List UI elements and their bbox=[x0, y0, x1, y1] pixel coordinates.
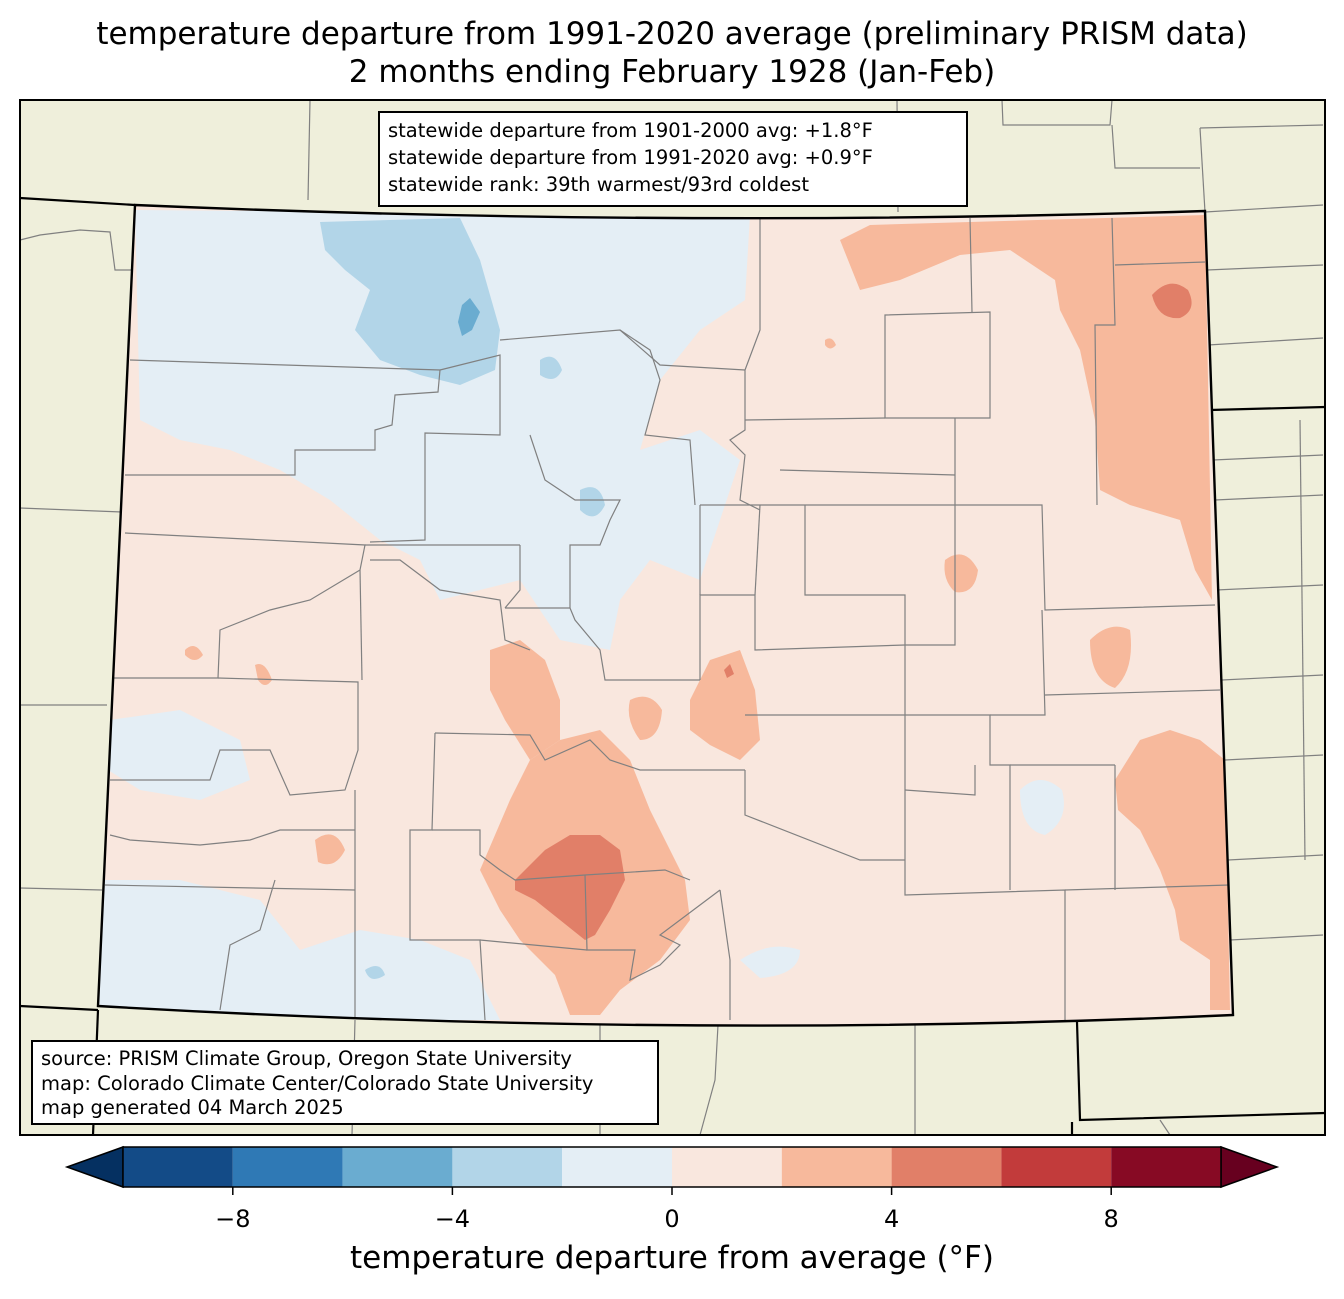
anomaly-area-warm-east bbox=[1090, 626, 1131, 688]
stats-departure-1991-2020: statewide departure from 1991-2020 avg: … bbox=[388, 146, 873, 169]
colorbar-bin-8 bbox=[1001, 1147, 1112, 1187]
colorbar-bin-0 bbox=[123, 1147, 233, 1187]
anomaly-area-cool-west bbox=[108, 710, 250, 800]
statewide-stats-box: statewide departure from 1901-2000 avg: … bbox=[378, 111, 968, 207]
colorbar-bin-7 bbox=[891, 1147, 1002, 1187]
colorbar-tick-label: −4 bbox=[434, 1205, 471, 1233]
anomaly-area-warm-small-3 bbox=[185, 646, 203, 660]
colorbar-bin-1 bbox=[232, 1147, 343, 1187]
map-title: temperature departure from 1991-2020 ave… bbox=[96, 16, 1248, 52]
colorbar-bin-4 bbox=[562, 1147, 672, 1187]
colorbar-extend-high bbox=[1220, 1145, 1280, 1189]
anomaly-area-warm-pueblo bbox=[690, 650, 760, 760]
colorbar bbox=[64, 1145, 1280, 1195]
anomaly-area-hot-small bbox=[724, 664, 734, 678]
map-frame bbox=[19, 99, 1326, 1136]
colorbar-tick-label: 0 bbox=[664, 1205, 680, 1233]
map-subtitle: 2 months ending February 1928 (Jan-Feb) bbox=[348, 54, 996, 90]
colorbar-bin-6 bbox=[781, 1147, 892, 1187]
anomaly-area-cool-southeast bbox=[1020, 780, 1064, 835]
temperature-anomaly-contours bbox=[98, 210, 1230, 1020]
anomaly-area-warm-central bbox=[490, 640, 560, 760]
credits-generated: map generated 04 March 2025 bbox=[41, 1096, 344, 1119]
anomaly-area-warm-small-1 bbox=[628, 696, 662, 740]
anomaly-area-warm-small-2 bbox=[315, 834, 345, 865]
colorado-state-border bbox=[96, 203, 1235, 1027]
credits-map: map: Colorado Climate Center/Colorado St… bbox=[41, 1071, 594, 1095]
anomaly-area-warm-northeast bbox=[840, 215, 1212, 600]
anomaly-area-hot-northeast bbox=[1152, 283, 1192, 319]
colorbar-tick-label: 4 bbox=[883, 1205, 900, 1233]
stats-rank: statewide rank: 39th warmest/93rd coldes… bbox=[388, 173, 809, 196]
colorbar-extend-low bbox=[64, 1145, 124, 1189]
anomaly-area-coldest-spot bbox=[458, 298, 480, 336]
colorbar-tick-label: 8 bbox=[1103, 1205, 1119, 1233]
anomaly-area-cold-northcentral bbox=[320, 218, 500, 385]
colorbar-bin-5 bbox=[672, 1147, 782, 1187]
anomaly-area-cold-small-1 bbox=[540, 356, 562, 379]
stats-departure-1901-2000: statewide departure from 1901-2000 avg: … bbox=[388, 119, 873, 142]
anomaly-area-cold-small-2 bbox=[580, 487, 605, 517]
anomaly-area-cool-north bbox=[135, 210, 750, 650]
anomaly-area-warm-small-5 bbox=[825, 338, 836, 349]
credits-box: source: PRISM Climate Group, Oregon Stat… bbox=[31, 1040, 659, 1125]
colorbar-bin-2 bbox=[342, 1147, 453, 1187]
colorbar-bin-9 bbox=[1111, 1147, 1221, 1187]
colorado-county-lines bbox=[104, 217, 1231, 1021]
anomaly-area-cool-south bbox=[740, 946, 800, 978]
anomaly-area-warm-east-2 bbox=[944, 554, 978, 593]
anomaly-area-warm-southeast bbox=[1115, 730, 1230, 1010]
colorbar-label: temperature departure from average (°F) bbox=[350, 1240, 994, 1276]
anomaly-area-cool-southwest bbox=[98, 880, 500, 1020]
credits-source: source: PRISM Climate Group, Oregon Stat… bbox=[41, 1047, 572, 1070]
anomaly-area-cold-small-3 bbox=[365, 966, 385, 979]
anomaly-area-hot-core bbox=[515, 835, 625, 940]
colorbar-tick-label: −8 bbox=[215, 1205, 251, 1233]
colorbar-bin-3 bbox=[452, 1147, 563, 1187]
